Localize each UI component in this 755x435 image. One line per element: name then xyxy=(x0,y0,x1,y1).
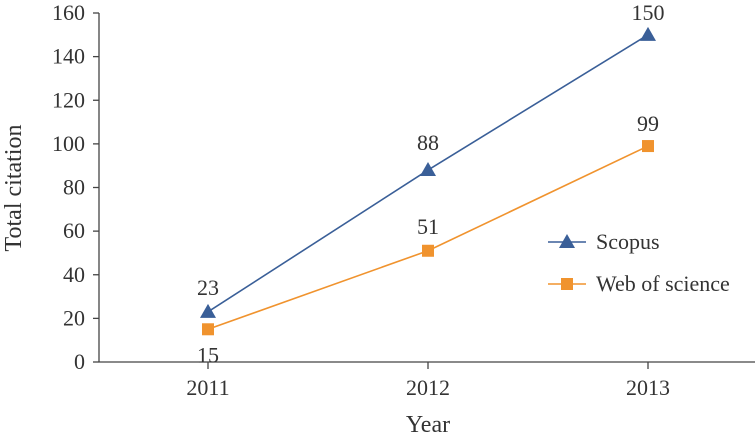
legend-label: Web of science xyxy=(596,271,730,296)
x-axis-title: Year xyxy=(406,412,450,435)
x-tick-label: 2012 xyxy=(406,375,450,400)
y-tick-label: 40 xyxy=(63,262,85,287)
y-tick-label: 100 xyxy=(52,131,85,156)
data-label: 23 xyxy=(197,275,219,300)
x-axis: 2011 2012 2013 xyxy=(99,361,755,400)
legend: Scopus Web of science xyxy=(548,229,730,296)
y-axis-title: Total citation xyxy=(1,125,27,252)
triangle-marker xyxy=(200,303,216,318)
y-tick-label: 80 xyxy=(63,175,85,200)
data-labels: 23 88 150 15 51 99 xyxy=(197,0,665,367)
data-label: 15 xyxy=(197,342,219,367)
y-tick-label: 160 xyxy=(52,0,85,25)
legend-item: Web of science xyxy=(548,271,730,296)
legend-square-icon xyxy=(561,278,573,290)
y-tick-label: 140 xyxy=(52,44,85,69)
x-tick-label: 2011 xyxy=(186,375,229,400)
legend-label: Scopus xyxy=(596,229,660,254)
triangle-marker xyxy=(640,26,656,41)
series-web-of-science xyxy=(202,140,654,336)
data-label: 51 xyxy=(417,214,439,239)
y-axis: 0 20 40 60 80 100 120 140 160 xyxy=(52,0,100,374)
series-scopus xyxy=(200,26,656,318)
y-tick-label: 60 xyxy=(63,218,85,243)
square-marker xyxy=(422,244,434,257)
y-tick-label: 20 xyxy=(63,305,85,330)
y-tick-label: 120 xyxy=(52,87,85,112)
legend-item: Scopus xyxy=(548,229,660,254)
square-marker xyxy=(642,140,654,153)
square-marker xyxy=(202,323,214,336)
series-layer xyxy=(200,26,656,336)
data-label: 88 xyxy=(417,130,439,155)
x-tick-label: 2013 xyxy=(626,375,670,400)
y-tick-label: 0 xyxy=(74,349,85,374)
data-label: 150 xyxy=(632,0,665,25)
triangle-marker xyxy=(420,162,436,177)
legend-triangle-icon xyxy=(559,234,575,248)
data-label: 99 xyxy=(637,111,659,136)
